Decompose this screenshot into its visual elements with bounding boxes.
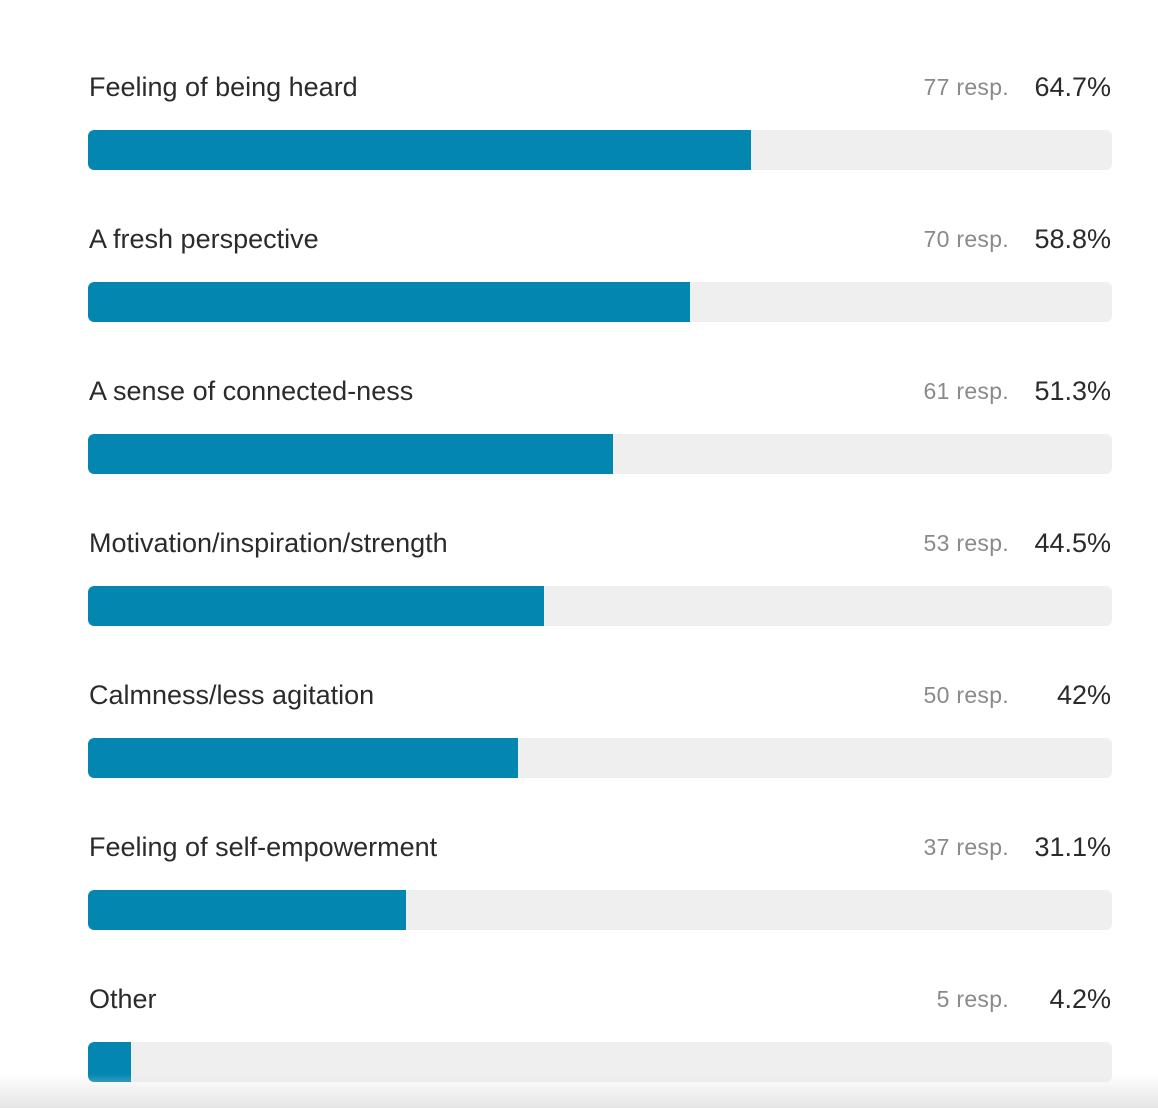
bar-track	[88, 890, 1112, 930]
result-row: Motivation/inspiration/strength 53 resp. 4…	[88, 456, 1112, 626]
bar-fill	[88, 434, 614, 474]
option-label: Feeling of self-empowerment	[89, 832, 438, 862]
result-row: A fresh perspective 70 resp. 58.8%	[88, 152, 1112, 322]
percentage-label: 58.8%	[1034, 224, 1111, 254]
percentage-label: 64.7%	[1034, 72, 1111, 102]
result-row: Feeling of being heard 77 resp. 64.7%	[88, 0, 1112, 170]
bar-track	[88, 586, 1112, 626]
response-count: 53 resp.	[923, 530, 1009, 556]
response-count: 5 resp.	[936, 986, 1009, 1012]
response-count: 50 resp.	[923, 682, 1009, 708]
response-count: 37 resp.	[923, 834, 1009, 860]
result-row: Other 5 resp. 4.2%	[88, 912, 1112, 1082]
result-row: Feeling of self-empowerment 37 resp. 31.1%	[88, 760, 1112, 930]
bar-track	[88, 282, 1112, 322]
option-label: Motivation/inspiration/strength	[89, 528, 448, 558]
bar-fill	[88, 130, 751, 170]
percentage-label: 4.2%	[1049, 984, 1111, 1014]
bar-fill	[88, 282, 691, 322]
bar-fill	[88, 586, 544, 626]
response-count: 70 resp.	[923, 226, 1009, 252]
response-count: 77 resp.	[923, 74, 1009, 100]
bar-track	[88, 1042, 1112, 1082]
bar-fill	[88, 1042, 131, 1082]
option-label: A fresh perspective	[89, 224, 319, 254]
option-label: A sense of connected-ness	[89, 376, 414, 406]
bar-track	[88, 738, 1112, 778]
percentage-label: 42%	[1056, 680, 1111, 710]
bar-track	[88, 130, 1112, 170]
survey-results-chart: Feeling of being heard 77 resp. 64.7% A fre…	[88, 0, 1112, 1082]
option-label: Calmness/less agitation	[89, 680, 375, 710]
bar-fill	[88, 738, 519, 778]
option-label: Feeling of being heard	[89, 72, 358, 102]
response-count: 61 resp.	[923, 378, 1009, 404]
bar-fill	[88, 890, 407, 930]
result-row: Calmness/less agitation 50 resp. 42%	[88, 608, 1112, 778]
option-label: Other	[89, 984, 157, 1014]
percentage-label: 44.5%	[1034, 528, 1111, 558]
result-row: A sense of connected-ness 61 resp. 51.3%	[88, 304, 1112, 474]
bar-track	[88, 434, 1112, 474]
percentage-label: 31.1%	[1034, 832, 1111, 862]
percentage-label: 51.3%	[1034, 376, 1111, 406]
